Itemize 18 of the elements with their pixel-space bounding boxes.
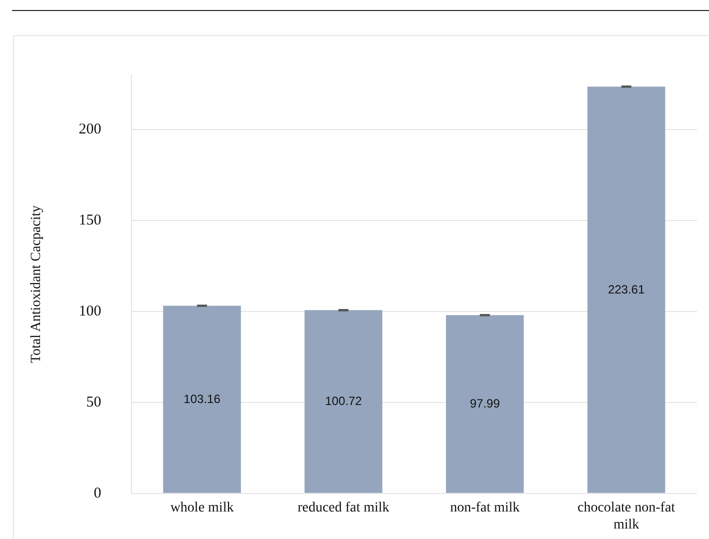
y-tick-label: 100 [78,303,102,320]
x-tick-label: reduced fat milk [298,500,390,516]
bar [587,86,666,493]
y-tick-label: 50 [86,394,102,410]
x-tick-label: whole milk [170,500,234,516]
bar [446,315,524,493]
bar [304,310,382,493]
data-label: 100.72 [325,394,362,408]
y-tick-label: 150 [78,212,102,228]
y-tick-label: 200 [78,122,102,138]
y-tick-label: 0 [94,485,102,502]
data-label: 97.99 [470,396,500,411]
x-tick-label: chocolate non-fat milk [578,500,676,532]
data-label: 103.16 [184,392,221,406]
y-axis-title: Total Antioxidant Cacpacity [29,205,44,364]
bar [163,306,241,493]
data-label: 223.61 [608,282,645,296]
x-tick-label: non-fat milk [450,500,520,516]
